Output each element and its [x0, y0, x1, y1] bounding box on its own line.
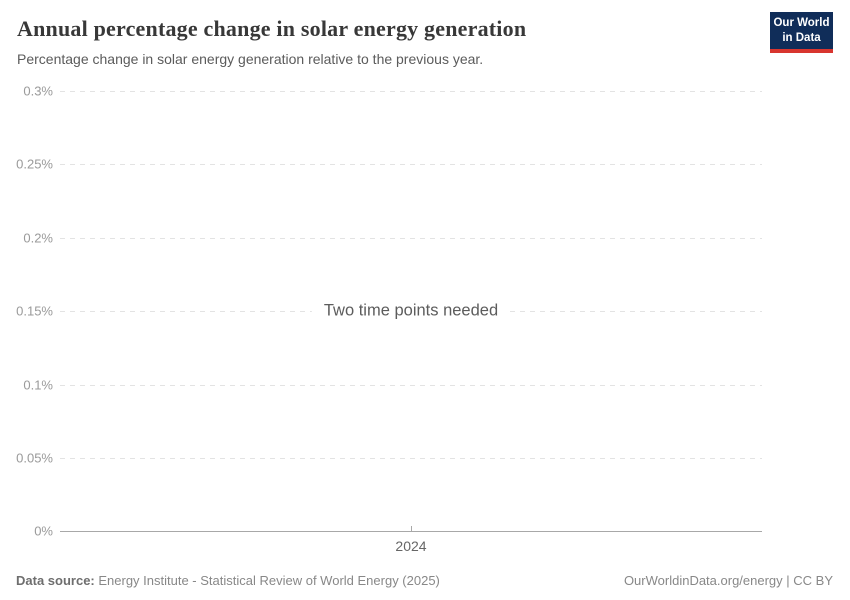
y-axis-tick-label: 0%: [34, 523, 53, 539]
x-axis-tick: [411, 526, 412, 531]
y-axis-tick-label: 0.2%: [23, 230, 53, 246]
footer-data-source: Data source: Energy Institute - Statisti…: [16, 573, 440, 588]
chart-plot-area: 0.3% 0.25% 0.2% 0.15% 0.1% 0.05% 0%: [16, 0, 762, 600]
gridline: [60, 164, 762, 165]
y-axis-tick-label: 0.15%: [16, 303, 53, 319]
x-axis-line: [60, 531, 762, 532]
owid-logo-line2: in Data: [782, 31, 821, 44]
y-axis-tick-label: 0.05%: [16, 450, 53, 466]
owid-logo[interactable]: Our World in Data: [770, 12, 833, 53]
page-subtitle: Percentage change in solar energy genera…: [17, 51, 484, 67]
page-title: Annual percentage change in solar energy…: [17, 16, 527, 41]
gridline: [60, 458, 762, 459]
y-axis-tick-label: 0.1%: [23, 377, 53, 393]
y-axis-tick-label: 0.3%: [23, 83, 53, 99]
owid-logo-line1: Our World: [773, 17, 830, 29]
gridline: [60, 385, 762, 386]
footer: Data source: Energy Institute - Statisti…: [16, 573, 833, 588]
x-axis-tick-label: 2024: [395, 538, 427, 554]
chart-header: Annual percentage change in solar energy…: [17, 16, 750, 67]
empty-state-message: Two time points needed: [311, 299, 511, 323]
footer-license-link[interactable]: OurWorldinData.org/energy | CC BY: [623, 573, 833, 588]
data-source-label: Data source:: [16, 573, 95, 588]
gridline: [60, 238, 762, 239]
y-axis-tick-label: 0.25%: [16, 156, 53, 172]
gridline: [60, 91, 762, 92]
data-source-value: Energy Institute - Statistical Review of…: [94, 573, 440, 588]
